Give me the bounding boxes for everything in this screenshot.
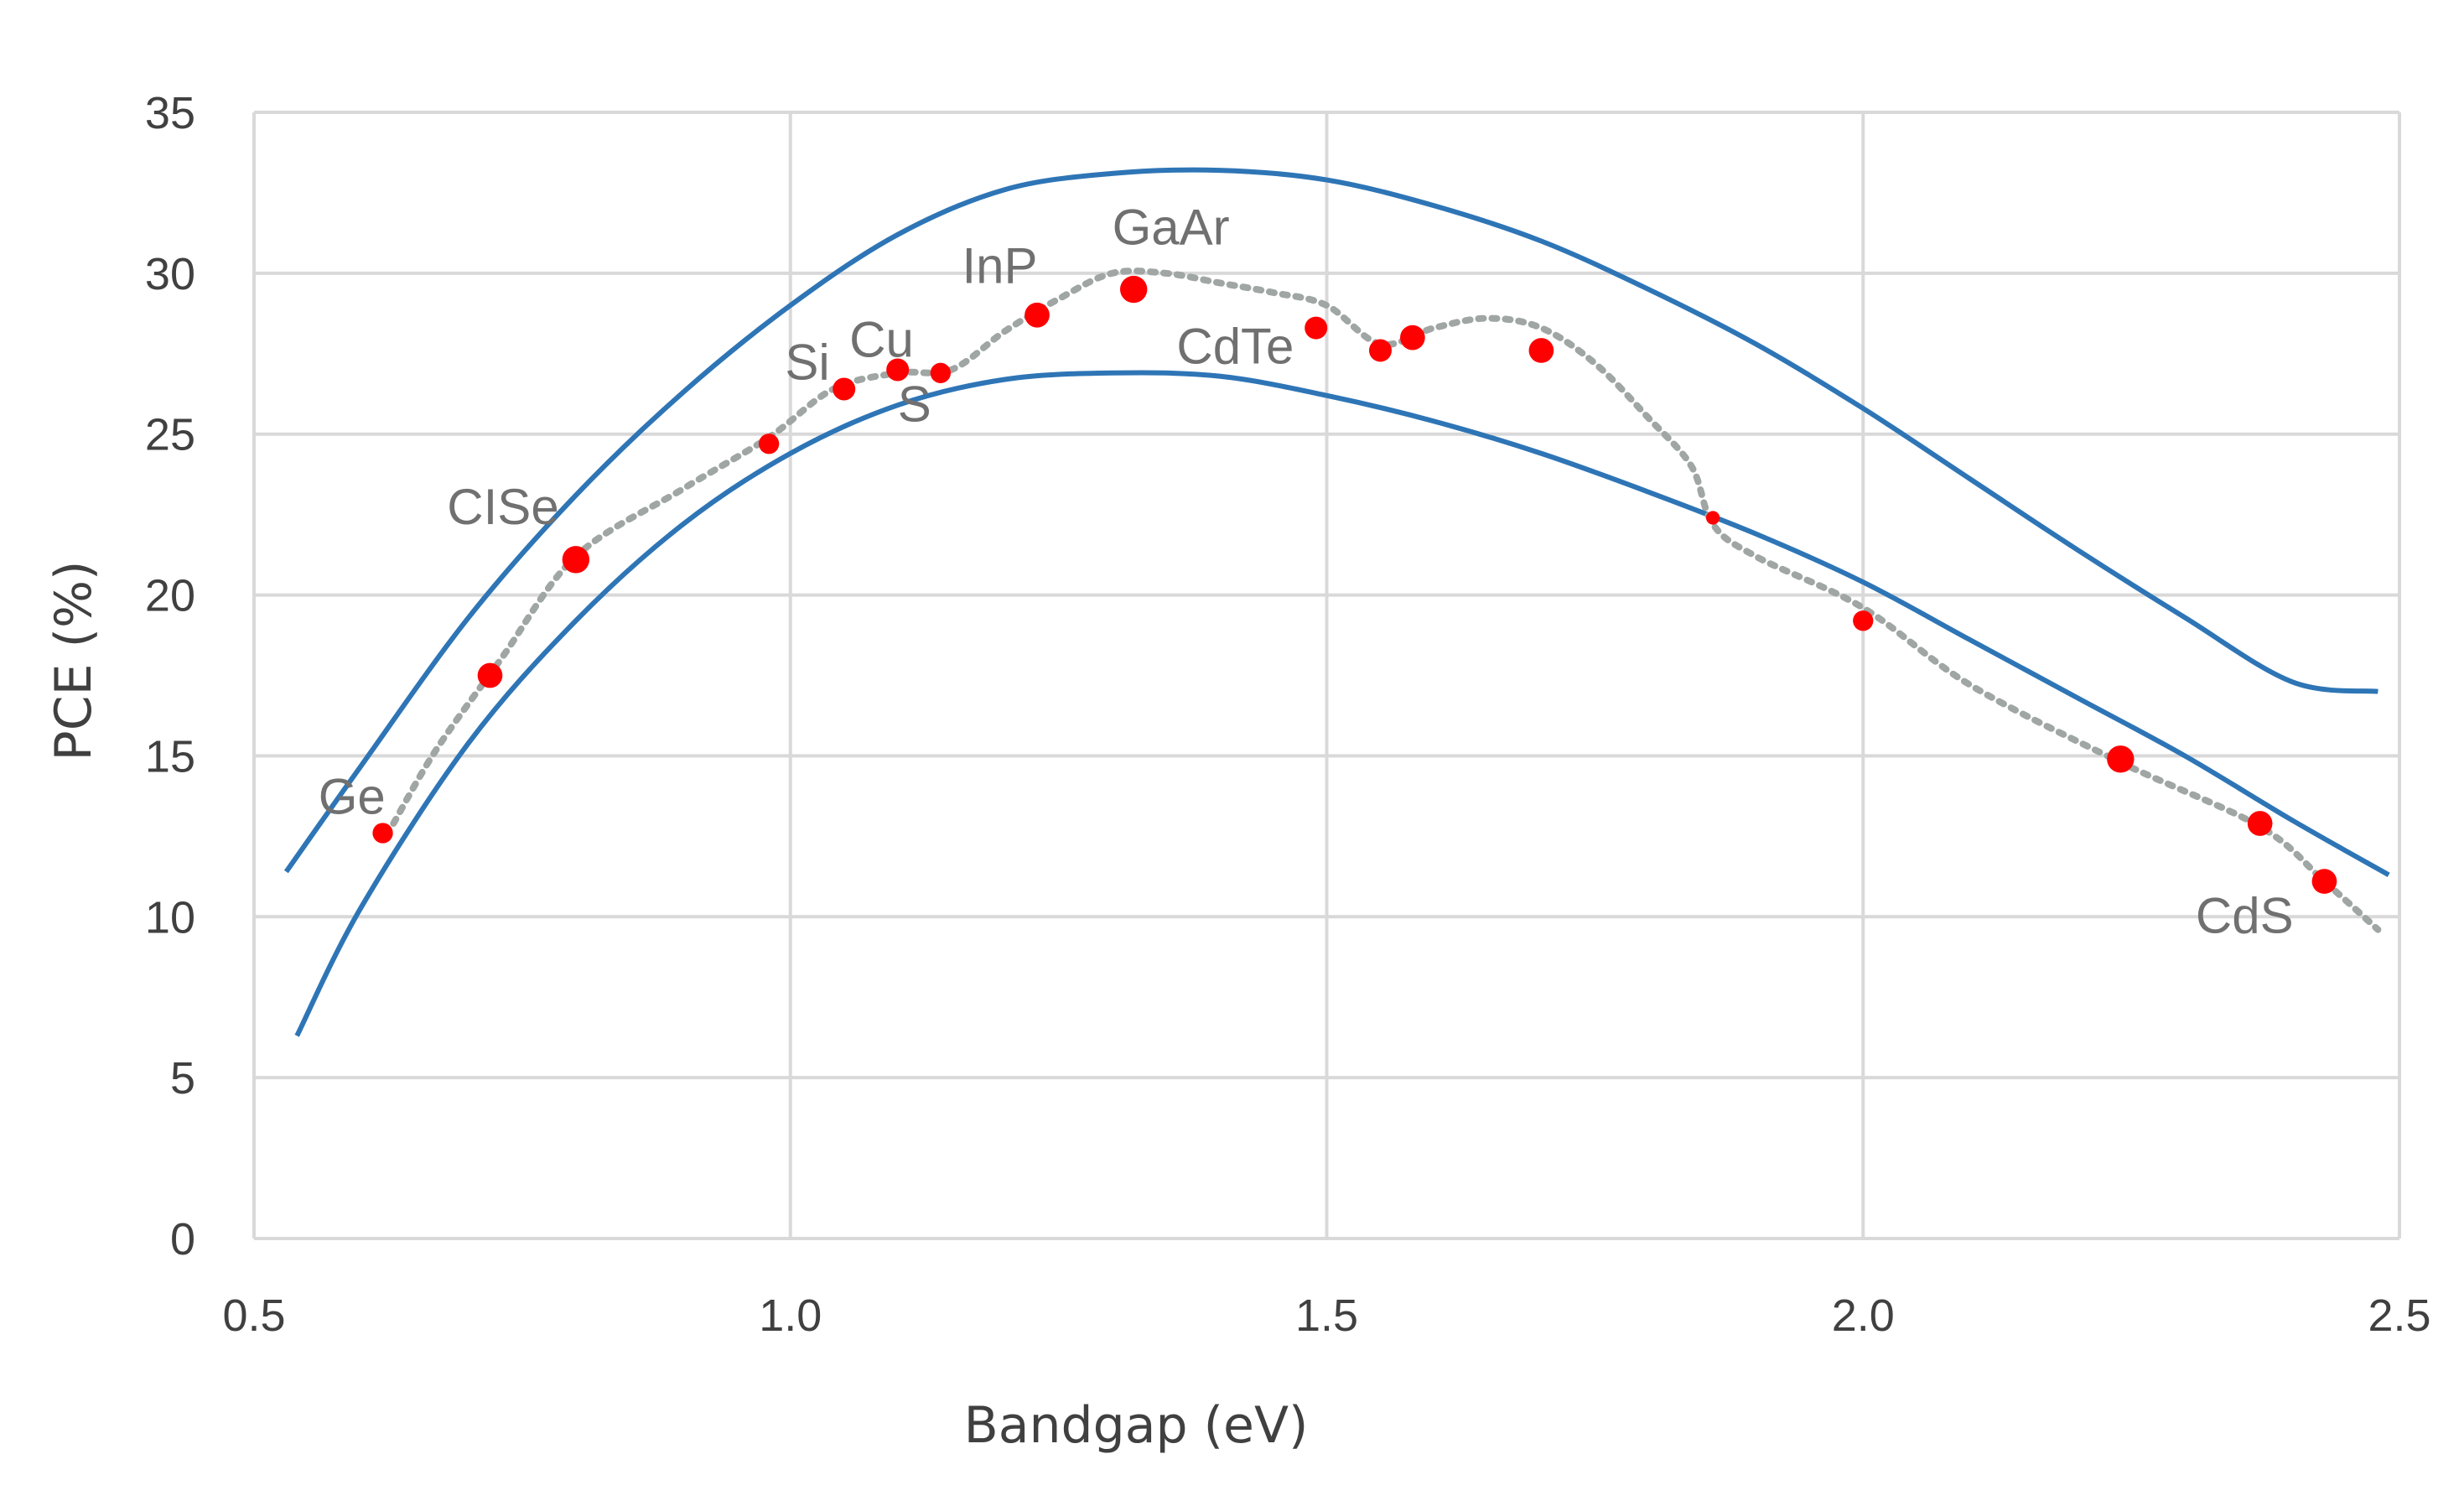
point-label: S bbox=[898, 376, 931, 432]
point-labels: Ge CISe Si Cu S InP GaAr CdTe CdS bbox=[319, 199, 2294, 943]
gridlines bbox=[252, 111, 2401, 1240]
y-tick-label: 0 bbox=[170, 1214, 195, 1265]
y-tick-label: 15 bbox=[145, 731, 195, 782]
lower-bound-line bbox=[294, 370, 2390, 1037]
y-tick-label: 10 bbox=[145, 892, 195, 943]
data-point bbox=[1025, 302, 1050, 328]
data-point bbox=[1853, 610, 1874, 631]
point-label: Ge bbox=[319, 768, 386, 824]
point-label: CdTe bbox=[1176, 318, 1294, 374]
data-point bbox=[372, 823, 393, 844]
data-points bbox=[372, 275, 2337, 894]
x-tick-label: 1.5 bbox=[1295, 1290, 1358, 1341]
point-label: CdS bbox=[2196, 887, 2294, 943]
data-point bbox=[759, 434, 780, 454]
y-tick-label: 20 bbox=[145, 571, 195, 621]
data-point bbox=[833, 377, 856, 401]
point-label: Cu bbox=[849, 312, 914, 368]
x-axis-title: Bandgap (eV) bbox=[964, 1396, 1309, 1455]
y-tick-label: 30 bbox=[145, 249, 195, 299]
data-point bbox=[930, 362, 952, 383]
x-tick-label: 1.0 bbox=[759, 1290, 822, 1341]
point-label: CISe bbox=[447, 479, 558, 535]
data-point bbox=[1400, 325, 1425, 351]
tick-labels: 0 5 10 15 20 25 30 35 0.5 1.0 1.5 2.0 2.5 bbox=[145, 88, 2431, 1341]
y-tick-label: 25 bbox=[145, 410, 195, 460]
y-tick-label: 35 bbox=[145, 88, 195, 138]
x-tick-label: 2.0 bbox=[1832, 1290, 1895, 1341]
data-point bbox=[1706, 511, 1720, 525]
data-point bbox=[1305, 316, 1328, 340]
data-point bbox=[1528, 338, 1554, 363]
point-label: Si bbox=[785, 334, 829, 390]
y-tick-label: 5 bbox=[170, 1053, 195, 1104]
data-point bbox=[2311, 869, 2337, 894]
series-lines bbox=[283, 167, 2390, 1037]
data-point bbox=[2107, 745, 2135, 773]
x-tick-label: 0.5 bbox=[222, 1290, 285, 1341]
point-label: InP bbox=[962, 237, 1037, 293]
data-point bbox=[477, 662, 503, 688]
x-tick-label: 2.5 bbox=[2368, 1290, 2430, 1341]
upper-bound-line bbox=[283, 167, 2378, 874]
data-point bbox=[886, 358, 910, 382]
point-label: GaAr bbox=[1113, 199, 1230, 255]
data-point bbox=[562, 546, 590, 574]
y-axis-title: PCE (%) bbox=[44, 561, 103, 761]
data-point bbox=[2247, 811, 2273, 836]
trend-dotted-line bbox=[390, 267, 2382, 933]
data-point bbox=[1119, 275, 1148, 304]
data-point bbox=[1368, 339, 1392, 362]
